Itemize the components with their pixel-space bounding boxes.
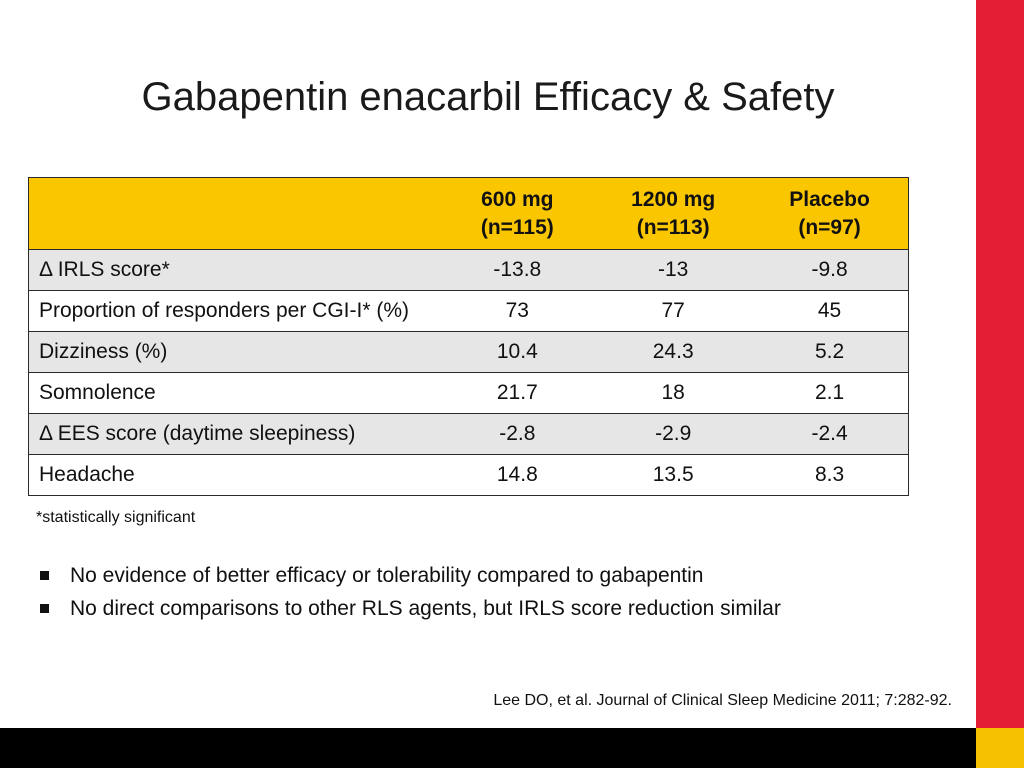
cell-1200mg: 13.5 [595,454,752,496]
square-bullet-icon [40,571,49,580]
accent-bar-yellow [976,728,1024,768]
row-label: Proportion of responders per CGI-I* (%) [28,290,440,332]
accent-bar-red [976,0,1024,728]
header-dose-label: 600 mg [481,187,554,211]
efficacy-safety-table: 600 mg (n=115) 1200 mg (n=113) Placebo (… [28,177,910,496]
bullet-item: No direct comparisons to other RLS agent… [38,592,781,625]
header-dose-label: 1200 mg [631,187,716,211]
table-row: Dizziness (%) 10.4 24.3 5.2 [28,331,910,373]
cell-1200mg: -2.9 [595,413,752,455]
table-row: Δ EES score (daytime sleepiness) -2.8 -2… [28,413,910,455]
cell-1200mg: 24.3 [595,331,752,373]
table-header-row: 600 mg (n=115) 1200 mg (n=113) Placebo (… [28,177,910,250]
header-dose-label: Placebo [789,187,870,211]
bullet-item: No evidence of better efficacy or tolera… [38,559,781,592]
table-header-1200mg: 1200 mg (n=113) [595,177,752,250]
table-row: Headache 14.8 13.5 8.3 [28,454,910,496]
header-n-label: (n=113) [636,215,710,239]
citation: Lee DO, et al. Journal of Clinical Sleep… [493,692,952,709]
bullet-list: No evidence of better efficacy or tolera… [38,559,781,625]
header-n-label: (n=115) [480,215,554,239]
bullet-text: No direct comparisons to other RLS agent… [70,597,781,620]
row-label: Somnolence [28,372,440,414]
table-header-blank [28,177,440,250]
cell-placebo: 45 [751,290,910,332]
cell-600mg: 21.7 [439,372,596,414]
row-label: Headache [28,454,440,496]
table-footnote: *statistically significant [36,509,196,526]
row-label: Δ EES score (daytime sleepiness) [28,413,440,455]
cell-placebo: 8.3 [751,454,910,496]
slide-title: Gabapentin enacarbil Efficacy & Safety [141,75,835,119]
cell-1200mg: 18 [595,372,752,414]
cell-1200mg: -13 [595,249,752,291]
cell-600mg: 73 [439,290,596,332]
cell-placebo: -2.4 [751,413,910,455]
table-row: Proportion of responders per CGI-I* (%) … [28,290,910,332]
table-row: Somnolence 21.7 18 2.1 [28,372,910,414]
cell-600mg: 10.4 [439,331,596,373]
row-label: Dizziness (%) [28,331,440,373]
cell-600mg: -2.8 [439,413,596,455]
cell-1200mg: 77 [595,290,752,332]
bullet-text: No evidence of better efficacy or tolera… [70,564,704,587]
square-bullet-icon [40,604,49,613]
row-label: Δ IRLS score* [28,249,440,291]
table-header-placebo: Placebo (n=97) [751,177,910,250]
cell-placebo: 5.2 [751,331,910,373]
header-n-label: (n=97) [798,215,861,239]
table-header-600mg: 600 mg (n=115) [439,177,596,250]
cell-placebo: 2.1 [751,372,910,414]
cell-600mg: -13.8 [439,249,596,291]
footer-bar [0,728,976,768]
cell-placebo: -9.8 [751,249,910,291]
cell-600mg: 14.8 [439,454,596,496]
table-row: Δ IRLS score* -13.8 -13 -9.8 [28,249,910,291]
